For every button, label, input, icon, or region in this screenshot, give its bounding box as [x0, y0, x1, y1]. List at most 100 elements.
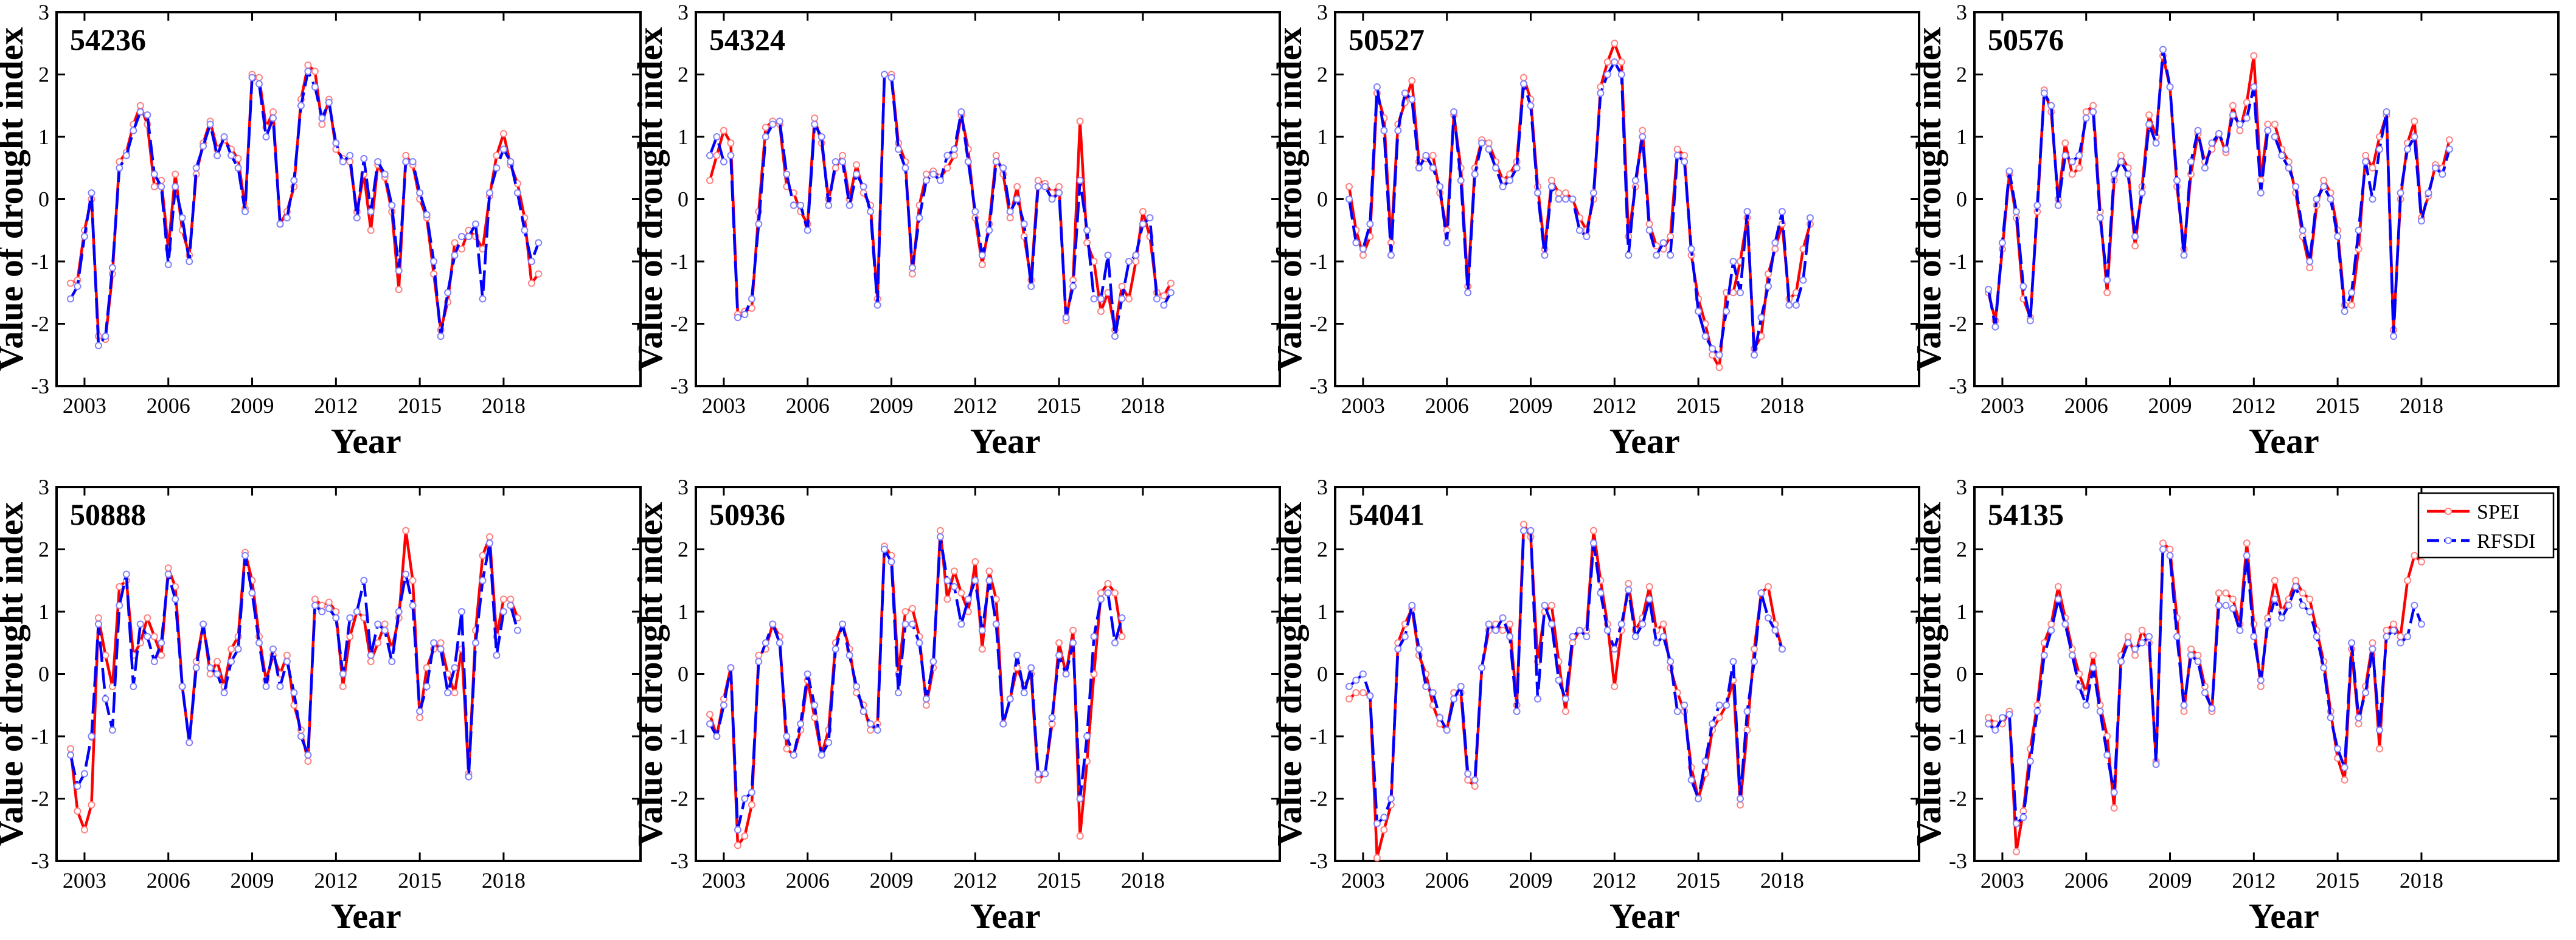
- data-point: [444, 289, 452, 297]
- data-point: [2187, 651, 2195, 659]
- data-point: [1729, 258, 1737, 265]
- data-point: [755, 220, 763, 228]
- data-point: [74, 783, 82, 790]
- data-point: [88, 801, 95, 809]
- data-point: [1013, 651, 1021, 659]
- data-point: [2362, 689, 2370, 697]
- data-point: [943, 164, 951, 172]
- station-label: 54041: [1349, 497, 1425, 531]
- data-point: [1429, 164, 1437, 172]
- data-point: [1778, 645, 1786, 653]
- x-tick-label: 2018: [1760, 868, 1804, 893]
- data-point: [2411, 117, 2418, 125]
- data-point: [374, 639, 382, 647]
- data-point: [1715, 364, 1723, 372]
- data-point: [867, 726, 875, 734]
- data-point: [2138, 189, 2146, 197]
- data-point: [825, 201, 833, 209]
- data-point: [2082, 108, 2090, 116]
- data-point: [1450, 695, 1458, 703]
- data-point: [1380, 814, 1388, 821]
- data-point: [493, 651, 501, 659]
- data-point: [2362, 158, 2370, 165]
- data-point: [720, 701, 727, 709]
- data-point: [2082, 114, 2090, 122]
- data-point: [2341, 308, 2349, 315]
- x-tick-label: 2003: [1981, 393, 2024, 418]
- data-point: [964, 158, 972, 165]
- data-point: [2348, 639, 2356, 647]
- y-axis-title: Value of drought index: [0, 502, 30, 846]
- data-point: [845, 201, 853, 209]
- y-tick-label: 0: [38, 662, 49, 686]
- data-point: [2047, 102, 2055, 109]
- data-point: [269, 108, 277, 116]
- data-point: [2264, 620, 2272, 628]
- data-point: [734, 842, 741, 849]
- data-point: [1055, 651, 1063, 659]
- data-point: [713, 151, 721, 159]
- data-point: [978, 645, 986, 653]
- x-tick-label: 2009: [231, 868, 274, 893]
- data-point: [136, 108, 144, 116]
- data-point: [1673, 708, 1681, 715]
- data-point: [741, 311, 749, 319]
- x-tick-label: 2012: [1592, 393, 1636, 418]
- data-point: [887, 74, 895, 81]
- data-point: [1561, 195, 1569, 203]
- data-point: [2404, 576, 2411, 584]
- data-point: [1569, 195, 1577, 203]
- data-point: [1737, 801, 1744, 809]
- data-point: [527, 258, 535, 265]
- y-tick-label: 0: [678, 662, 689, 686]
- x-axis-title: Year: [331, 421, 401, 461]
- data-point: [1083, 239, 1091, 247]
- data-point: [535, 239, 543, 247]
- data-point: [2285, 601, 2293, 609]
- data-point: [867, 720, 875, 728]
- data-point: [367, 226, 375, 234]
- data-point: [1443, 726, 1451, 734]
- data-point: [276, 220, 284, 228]
- data-point: [2110, 804, 2118, 812]
- y-tick-label: -2: [670, 312, 689, 336]
- data-point: [895, 689, 902, 697]
- y-tick-label: 1: [678, 600, 689, 624]
- x-tick-label: 2006: [147, 868, 190, 893]
- data-point: [367, 658, 375, 665]
- panel-54236: -3 -2 -1 0 1 2 3 2003 2006 2009 2012 2015 2018 54236 Y…: [0, 0, 642, 461]
- data-point: [472, 220, 479, 228]
- data-point: [234, 645, 242, 653]
- y-tick-label: -2: [1949, 312, 1967, 336]
- data-point: [915, 214, 923, 222]
- data-point: [1366, 692, 1374, 700]
- data-point: [2404, 633, 2411, 640]
- x-tick-label: 2015: [398, 393, 442, 418]
- data-point: [1345, 183, 1353, 190]
- y-tick-label: 3: [38, 0, 49, 24]
- data-point: [2313, 633, 2321, 640]
- data-point: [1771, 626, 1779, 634]
- data-point: [1422, 151, 1430, 159]
- data-point: [811, 120, 819, 128]
- data-point: [353, 608, 361, 615]
- data-point: [2313, 195, 2321, 203]
- legend-marker: [2445, 537, 2452, 544]
- data-point: [1639, 620, 1647, 628]
- data-point: [1645, 583, 1653, 590]
- data-point: [437, 639, 445, 647]
- data-point: [790, 201, 797, 209]
- data-point: [2383, 633, 2390, 640]
- data-point: [1394, 126, 1402, 134]
- data-point: [2131, 651, 2139, 659]
- data-point: [2229, 102, 2237, 109]
- data-point: [992, 158, 1000, 165]
- x-tick-label: 2006: [147, 393, 190, 418]
- data-point: [430, 258, 438, 265]
- y-tick-label: -2: [31, 787, 49, 811]
- data-point: [1464, 776, 1472, 784]
- data-point: [1111, 589, 1119, 597]
- data-point: [2390, 620, 2397, 628]
- data-point: [1408, 77, 1416, 85]
- data-point: [122, 570, 130, 578]
